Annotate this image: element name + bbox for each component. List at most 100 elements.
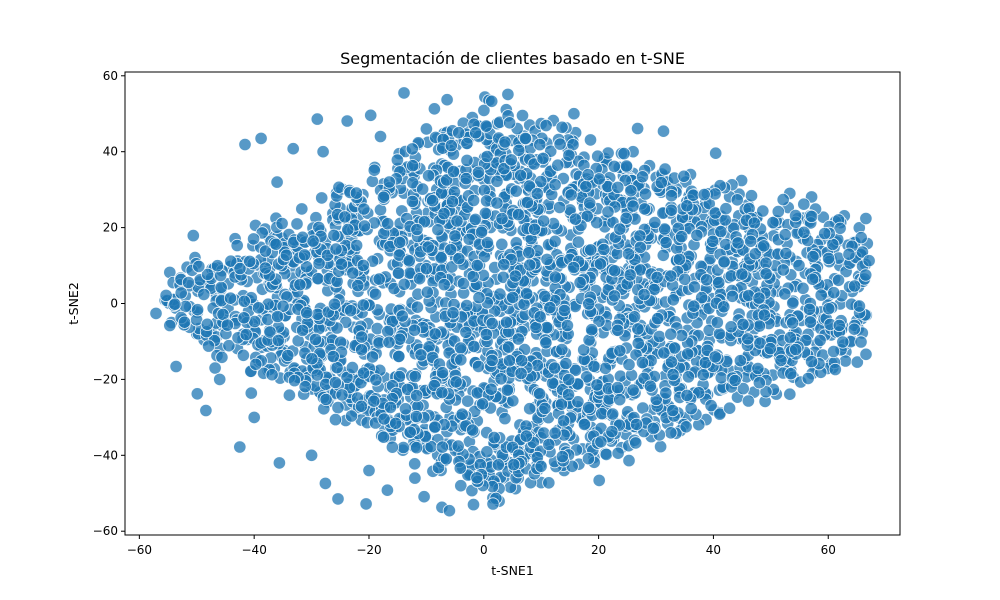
data-point — [759, 267, 773, 281]
data-point — [599, 447, 613, 461]
data-point — [406, 176, 420, 190]
data-point — [613, 392, 627, 407]
x-axis-label: t-SNE1 — [491, 563, 534, 578]
data-point — [674, 230, 689, 244]
data-point — [522, 179, 536, 193]
data-point — [842, 247, 856, 261]
data-point — [435, 440, 449, 454]
x-tick-label: 60 — [821, 543, 836, 557]
data-point — [657, 346, 671, 360]
data-point — [534, 459, 548, 473]
data-point — [783, 387, 797, 401]
data-point — [400, 382, 415, 396]
data-point — [631, 322, 645, 336]
data-point — [821, 251, 836, 265]
data-point — [838, 354, 853, 368]
data-point — [804, 209, 819, 223]
data-point — [523, 402, 537, 416]
data-point — [421, 169, 436, 183]
data-point — [741, 394, 756, 408]
data-point — [637, 287, 651, 302]
data-point — [230, 238, 244, 253]
data-point — [562, 148, 576, 162]
data-point — [748, 247, 762, 261]
data-point — [357, 202, 371, 216]
x-tick-label: −20 — [356, 543, 381, 557]
data-point — [859, 347, 873, 361]
data-point — [459, 325, 473, 339]
data-point — [513, 168, 528, 182]
data-point — [477, 103, 491, 118]
data-point — [659, 235, 673, 250]
data-point — [664, 327, 678, 341]
data-point — [722, 401, 737, 415]
data-point — [801, 371, 815, 385]
data-point — [178, 299, 193, 313]
data-point — [380, 483, 394, 497]
data-point — [564, 188, 578, 202]
data-point — [583, 133, 598, 147]
data-point — [344, 409, 359, 423]
data-point — [654, 176, 668, 190]
data-point — [591, 149, 605, 163]
data-point — [408, 471, 422, 485]
data-point — [244, 386, 258, 400]
data-point — [629, 417, 644, 431]
data-point — [345, 360, 359, 375]
data-point — [512, 143, 526, 157]
data-point — [491, 458, 505, 472]
data-point — [712, 327, 727, 341]
data-point — [539, 336, 553, 350]
data-point — [534, 175, 548, 189]
data-point — [208, 361, 222, 375]
data-point — [537, 214, 551, 228]
data-point — [850, 355, 864, 369]
data-point — [805, 272, 820, 286]
data-point — [681, 347, 695, 361]
data-point — [573, 275, 587, 290]
data-point — [657, 222, 672, 236]
y-axis: −60 −40 −20 0 20 40 60 — [93, 69, 125, 538]
data-point — [355, 330, 369, 344]
data-point — [557, 303, 572, 318]
data-point — [680, 388, 694, 402]
data-point — [651, 311, 665, 326]
data-point — [714, 371, 728, 385]
y-tick-label: −20 — [93, 372, 118, 386]
data-point — [258, 244, 273, 258]
data-point — [271, 333, 285, 347]
data-point — [456, 276, 470, 291]
data-point — [656, 124, 671, 138]
data-point — [466, 193, 481, 207]
data-point — [643, 379, 658, 393]
data-point — [452, 126, 466, 140]
data-point — [784, 367, 798, 381]
data-point — [472, 290, 486, 305]
data-point — [202, 339, 216, 353]
data-point — [439, 452, 453, 466]
data-point — [502, 354, 517, 368]
data-point — [627, 310, 642, 324]
data-point — [210, 259, 225, 273]
data-point — [328, 375, 342, 390]
y-tick-label: −60 — [93, 524, 118, 538]
data-point — [778, 228, 792, 242]
data-point — [542, 437, 556, 452]
data-point — [316, 145, 330, 159]
data-point — [579, 179, 593, 194]
data-point — [367, 163, 381, 177]
data-point — [310, 368, 324, 382]
data-point — [450, 214, 464, 228]
data-point — [480, 445, 494, 459]
data-point — [826, 237, 840, 251]
data-point — [163, 318, 177, 333]
data-point — [174, 286, 188, 300]
data-point — [293, 278, 307, 292]
data-point — [792, 258, 806, 272]
y-tick-label: 40 — [103, 145, 118, 159]
data-point — [186, 229, 200, 243]
data-point — [622, 453, 636, 468]
data-point — [638, 187, 653, 201]
data-point — [552, 200, 567, 214]
data-point — [403, 425, 417, 439]
